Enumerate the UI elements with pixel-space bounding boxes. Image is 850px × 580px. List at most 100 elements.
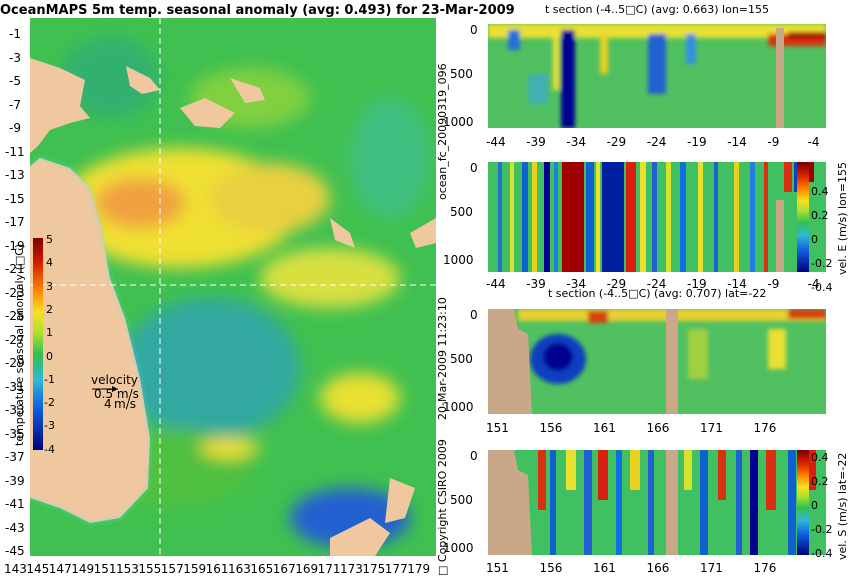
velocity-band bbox=[700, 450, 708, 555]
velocity-band bbox=[630, 450, 640, 490]
lat-tick-label: -1 bbox=[9, 27, 21, 41]
file-label: ocean_fc_20090319_096 bbox=[436, 63, 449, 200]
velocity-band bbox=[616, 450, 622, 555]
velocity-band bbox=[554, 162, 558, 272]
section-x-tick-label: 166 bbox=[646, 421, 670, 435]
section-x-tick-label: -19 bbox=[687, 277, 707, 291]
panel2-colorbar-label: vel. E (m/s) lon=155 bbox=[836, 162, 849, 275]
velocity-band bbox=[522, 162, 528, 272]
section-x-tick-label: 151 bbox=[486, 421, 509, 435]
panel2-velE-section bbox=[488, 162, 826, 272]
lat-tick-label: -17 bbox=[5, 215, 25, 229]
velocity-colorbar-tick: 0 bbox=[811, 499, 818, 512]
colorbar-tick-label: 3 bbox=[46, 279, 53, 293]
depth-tick-label: 0 bbox=[470, 449, 478, 463]
section-x-tick-label: -24 bbox=[646, 277, 667, 291]
colorbar-tick-label: -1 bbox=[44, 372, 55, 386]
lon-tick-label: 163 bbox=[228, 562, 251, 576]
velocity-band bbox=[764, 162, 768, 272]
lon-tick-label: 157 bbox=[160, 562, 184, 576]
lat-tick-label: -35 bbox=[5, 426, 25, 441]
velocity-colorbar-tick: 0.2 bbox=[811, 475, 829, 488]
lat-tick-label: -37 bbox=[5, 450, 25, 464]
map-colorbar-label: temperature seasonal anomaly (□C) bbox=[13, 243, 26, 446]
velocity-colorbar-tick: -0.4 bbox=[811, 547, 833, 560]
depth-tick-label: 0 bbox=[470, 23, 478, 37]
colorbar-tick-label: 1 bbox=[46, 326, 53, 340]
map-title: OceanMAPS 5m temp. seasonal anomaly (avg… bbox=[0, 3, 515, 18]
velocity-band bbox=[562, 162, 584, 272]
panel4-colorbar-label: vel. S (m/s) lat=-22 bbox=[836, 452, 849, 560]
section-x-tick-label: -34 bbox=[566, 277, 586, 291]
lon-tick-label: 159 bbox=[183, 562, 207, 576]
section-x-tick-label: 161 bbox=[593, 561, 616, 575]
depth-tick-label: 500 bbox=[450, 205, 473, 219]
lon-tick-label: 167 bbox=[272, 562, 296, 576]
lon-tick-label: 175 bbox=[362, 562, 386, 576]
lat-tick-label: -45 bbox=[5, 544, 25, 558]
lon-tick-label: 173 bbox=[340, 562, 363, 576]
velocity-scale-2: 4 bbox=[104, 397, 112, 411]
velocity-band bbox=[498, 162, 502, 272]
section-x-tick-label: 166 bbox=[646, 561, 670, 575]
depth-tick-label: 1000 bbox=[443, 253, 474, 267]
lon-tick-label: 169 bbox=[295, 562, 319, 576]
colorbar-tick-label: -2 bbox=[44, 396, 55, 410]
section-x-tick-label: -29 bbox=[606, 135, 627, 149]
velocity-band bbox=[538, 450, 546, 510]
section-x-tick-label: -39 bbox=[526, 135, 546, 149]
lat-tick-label: -15 bbox=[5, 191, 25, 206]
lat-tick-label: -13 bbox=[5, 168, 25, 182]
velocity-band bbox=[596, 162, 600, 272]
velocity-band bbox=[784, 162, 792, 192]
velocity-band bbox=[584, 450, 592, 555]
velocity-colorbar-tick: -0.4 bbox=[811, 281, 833, 294]
section-x-tick-label: -39 bbox=[526, 277, 546, 291]
lon-tick-label: 143 bbox=[4, 562, 27, 576]
depth-tick-label: 1000 bbox=[443, 115, 474, 129]
velocity-scale-3: m/s bbox=[114, 397, 136, 411]
colorbar-tick-label: 2 bbox=[46, 302, 53, 316]
colorbar-tick-label: 0 bbox=[46, 349, 53, 363]
velocity-band bbox=[766, 450, 776, 510]
depth-tick-label: 500 bbox=[450, 67, 473, 81]
panel4-colorbar bbox=[797, 450, 809, 555]
map-colorbar bbox=[33, 238, 43, 450]
velocity-band bbox=[680, 162, 686, 272]
lon-tick-label: 151 bbox=[93, 562, 117, 576]
lon-tick-label: 153 bbox=[116, 562, 139, 576]
section-x-tick-label: 171 bbox=[700, 421, 723, 435]
velocity-band bbox=[532, 162, 537, 272]
section-x-tick-label: 176 bbox=[753, 421, 777, 435]
velocity-band bbox=[666, 162, 671, 272]
depth-tick-label: 0 bbox=[470, 161, 478, 175]
velocity-band bbox=[652, 162, 657, 272]
depth-tick-label: 1000 bbox=[443, 400, 474, 414]
velocity-band bbox=[750, 450, 758, 555]
section-x-tick-label: 151 bbox=[486, 561, 509, 575]
colorbar-tick-label: -3 bbox=[44, 419, 55, 433]
section-x-tick-label: -4 bbox=[807, 135, 820, 149]
section-x-tick-label: 156 bbox=[539, 421, 563, 435]
velocity-band bbox=[698, 162, 703, 272]
velocity-band bbox=[750, 162, 755, 272]
lat-tick-label: -19 bbox=[5, 238, 25, 253]
lon-tick-label: 149 bbox=[71, 562, 95, 576]
lat-tick-label: -29 bbox=[5, 356, 25, 370]
section-x-tick-label: -44 bbox=[486, 277, 506, 291]
velocity-band bbox=[626, 162, 636, 272]
velocity-band bbox=[736, 450, 742, 555]
velocity-band bbox=[788, 450, 796, 555]
velocity-band bbox=[598, 450, 608, 500]
lon-tick-label: 147 bbox=[48, 562, 72, 576]
lon-tick-label: 177 bbox=[384, 562, 408, 576]
depth-tick-label: 1000 bbox=[443, 541, 474, 555]
depth-tick-label: 0 bbox=[470, 308, 478, 322]
velocity-band bbox=[566, 450, 576, 490]
velocity-colorbar-tick: 0 bbox=[811, 233, 818, 246]
lat-tick-label: -21 bbox=[5, 262, 25, 276]
section-x-tick-label: 161 bbox=[593, 421, 616, 435]
velocity-colorbar-tick: -0.2 bbox=[811, 523, 833, 536]
lat-tick-label: -39 bbox=[5, 473, 25, 488]
lon-tick-label: 161 bbox=[205, 562, 229, 576]
